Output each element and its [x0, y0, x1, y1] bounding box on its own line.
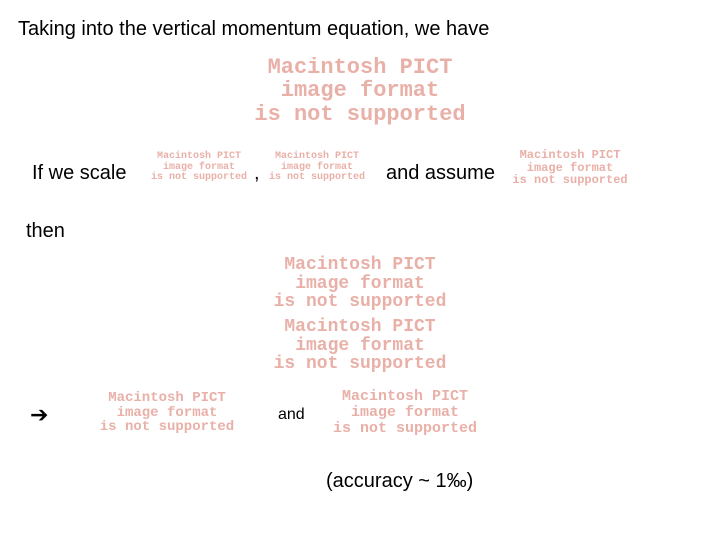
- text-comma: ,: [254, 162, 260, 185]
- text-then: then: [26, 220, 65, 243]
- pict-placeholder-top: Macintosh PICTimage formatis not support…: [24, 58, 696, 124]
- pict-placeholder-scale-2: Macintosh PICTimage formatis not support…: [268, 148, 366, 188]
- pict-placeholder-assume: Macintosh PICTimage formatis not support…: [510, 145, 630, 191]
- slide: Taking into the vertical momentum equati…: [0, 0, 720, 540]
- text-if-we-scale: If we scale: [32, 162, 126, 185]
- pict-placeholder-and: Macintosh PICTimage formatis not support…: [320, 386, 490, 440]
- arrow-icon: ➔: [30, 402, 48, 428]
- line-heading: Taking into the vertical momentum equati…: [18, 18, 489, 41]
- pict-placeholder-arrow: Macintosh PICTimage formatis not support…: [72, 388, 262, 438]
- pict-placeholder-then-1: Macintosh PICTimage formatis not support…: [24, 256, 696, 312]
- text-and-small: and: [278, 406, 305, 424]
- pict-placeholder-then-2: Macintosh PICTimage formatis not support…: [24, 318, 696, 374]
- text-and-assume: and assume: [386, 162, 495, 185]
- text-accuracy: (accuracy ~ 1‰): [326, 470, 473, 493]
- pict-placeholder-scale-1: Macintosh PICTimage formatis not support…: [150, 148, 248, 188]
